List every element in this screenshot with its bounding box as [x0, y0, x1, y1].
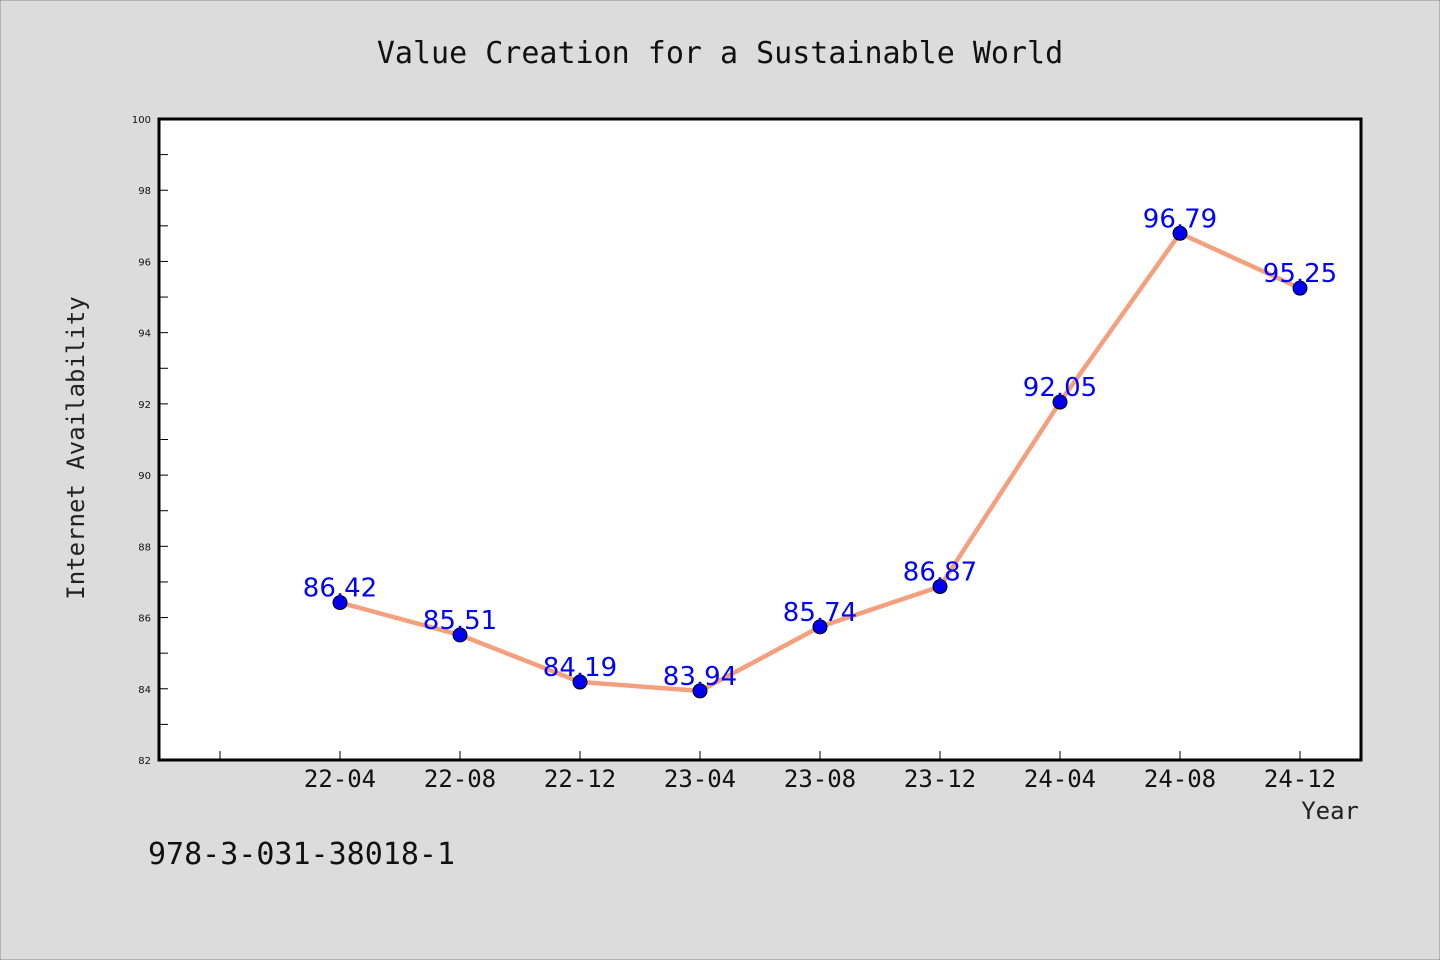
y-axis: 82 84 86 88 90 92 94 96 98 100 [132, 115, 168, 767]
data-labels: 86.42 85.51 84.19 83.94 85.74 86.87 92.05 96.79… [303, 204, 1337, 692]
x-axis: 22-04 22-08 22-12 23-04 23-08 23-12 24-04 24-08… [219, 751, 1336, 793]
y-tick-label: 90 [138, 471, 151, 482]
chart-title: Value Creation for a Sustainable World [377, 36, 1063, 71]
y-tick-label: 100 [132, 115, 151, 126]
data-point [812, 619, 828, 635]
data-label: 85.74 [783, 598, 857, 628]
data-label: 92.05 [1023, 373, 1097, 403]
x-tick-label: 23-04 [664, 765, 736, 793]
y-axis-label: Internet Availability [62, 296, 90, 599]
plot-area [157, 117, 1363, 762]
y-tick-label: 94 [138, 329, 151, 340]
data-label: 85.51 [423, 606, 497, 636]
y-tick-label: 82 [138, 756, 151, 767]
data-point [1292, 280, 1308, 296]
y-tick-label: 98 [138, 186, 151, 197]
y-tick-label: 88 [138, 542, 151, 553]
x-tick-label: 24-12 [1264, 765, 1336, 793]
data-point [692, 683, 708, 699]
y-tick-label: 96 [138, 257, 151, 268]
data-point [332, 595, 348, 611]
x-tick-label: 23-12 [904, 765, 976, 793]
x-tick-label: 22-12 [544, 765, 616, 793]
series-layer [332, 225, 1308, 699]
data-point [1172, 225, 1188, 241]
data-label: 86.87 [903, 558, 977, 588]
x-tick-label: 23-08 [784, 765, 856, 793]
x-tick-label: 24-04 [1024, 765, 1096, 793]
x-tick-label: 22-08 [424, 765, 496, 793]
data-label: 84.19 [543, 653, 617, 683]
x-axis-label: Year [1301, 797, 1359, 825]
data-point [572, 674, 588, 690]
y-tick-label: 92 [138, 400, 151, 411]
data-label: 95.25 [1263, 259, 1337, 289]
x-tick-label: 24-08 [1144, 765, 1216, 793]
data-label: 96.79 [1143, 204, 1217, 234]
data-point [932, 579, 948, 595]
y-tick-label: 86 [138, 614, 151, 625]
data-label: 83.94 [663, 662, 737, 692]
data-point [452, 627, 468, 643]
data-point [1052, 394, 1068, 410]
isbn-text: 978-3-031-38018-1 [148, 837, 455, 872]
y-tick-label: 84 [138, 685, 151, 696]
data-label: 86.42 [303, 574, 377, 604]
x-tick-label: 22-04 [304, 765, 376, 793]
